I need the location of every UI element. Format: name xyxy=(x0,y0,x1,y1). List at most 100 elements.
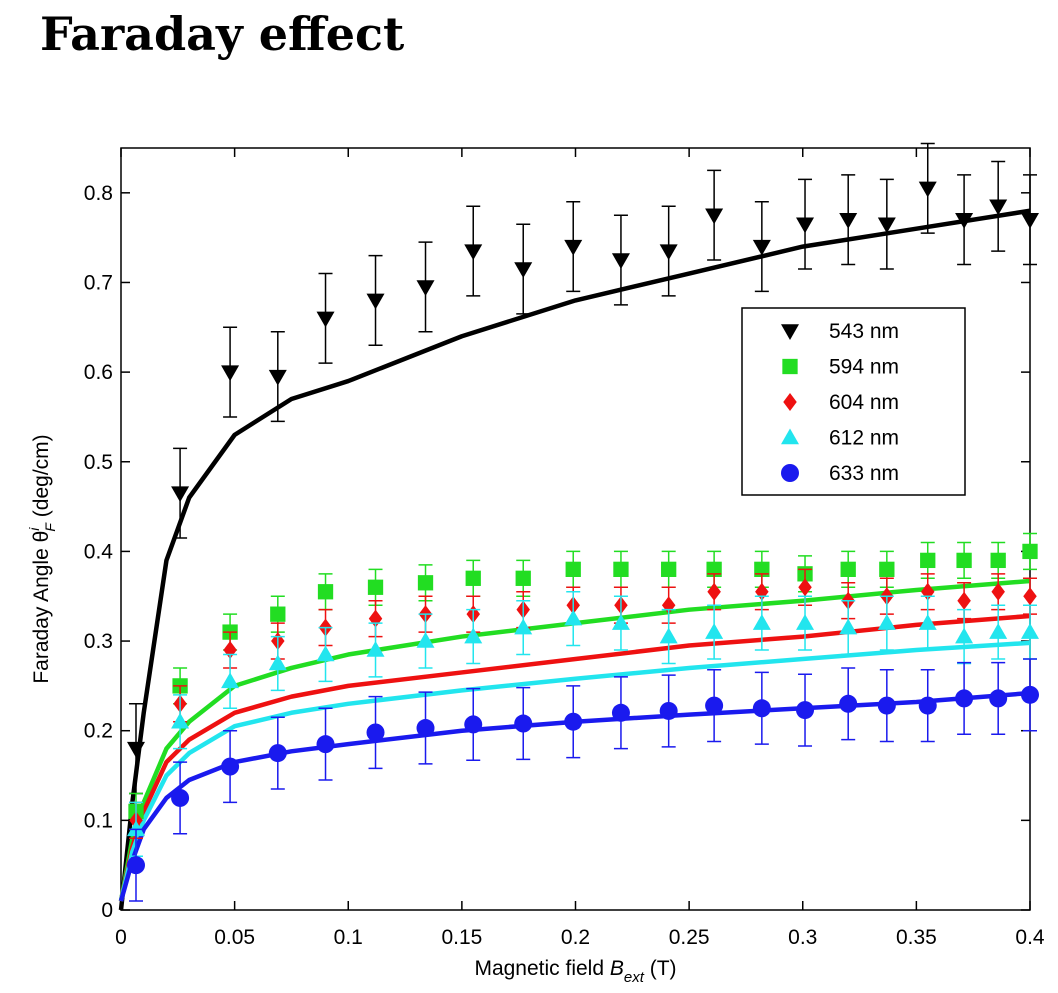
legend-marker xyxy=(781,324,799,340)
plot-frame xyxy=(120,147,1031,911)
legend-label: 543 nm xyxy=(829,320,899,343)
data-point xyxy=(464,244,483,261)
data-point xyxy=(316,735,335,754)
data-point xyxy=(796,614,815,630)
data-point xyxy=(416,632,435,648)
data-point xyxy=(990,552,1006,569)
x-tick-label: 0.3 xyxy=(788,926,817,949)
data-point xyxy=(659,627,678,644)
data-point xyxy=(316,645,335,662)
x-label-text: Magnetic field xyxy=(474,957,609,980)
data-point xyxy=(564,609,583,626)
chart-title: Faraday effect xyxy=(40,7,405,61)
x-tick-label: 0 xyxy=(115,926,127,949)
data-point xyxy=(918,696,937,715)
data-point xyxy=(268,369,287,386)
y-tick-label: 0.2 xyxy=(84,720,113,743)
data-point xyxy=(877,217,896,234)
legend-marker xyxy=(783,393,797,411)
y-tick-label: 0.1 xyxy=(84,809,113,832)
data-point xyxy=(465,570,481,586)
data-point xyxy=(416,719,435,738)
data-point xyxy=(957,591,971,610)
data-point xyxy=(366,293,385,310)
legend xyxy=(741,307,966,496)
data-point xyxy=(317,584,334,600)
data-point xyxy=(564,239,583,256)
y-tick-label: 0.6 xyxy=(84,361,113,384)
x-axis-label: Magnetic field Bext (T) xyxy=(474,957,676,986)
data-point xyxy=(1022,543,1038,560)
data-point xyxy=(366,641,385,657)
data-point xyxy=(918,614,937,630)
data-point xyxy=(877,696,896,715)
x-label-sub: ext xyxy=(624,969,645,986)
legend-marker xyxy=(781,464,799,482)
data-point xyxy=(918,181,937,198)
data-point xyxy=(956,552,972,569)
data-point xyxy=(920,552,936,569)
data-point xyxy=(705,208,724,225)
y-label-sup: i xyxy=(26,527,42,531)
data-point xyxy=(366,723,385,742)
data-point xyxy=(270,606,286,622)
y-axis-label: Faraday Angle θiF (deg/cm) xyxy=(26,434,58,683)
x-tick-label: 0.25 xyxy=(669,926,710,949)
data-point xyxy=(613,561,629,577)
fit-line xyxy=(118,613,1031,902)
data-point xyxy=(564,712,583,731)
y-tick-label: 0.8 xyxy=(84,182,113,205)
data-point xyxy=(126,820,145,837)
data-point xyxy=(796,701,815,720)
data-point xyxy=(464,715,483,734)
x-label-symbol: B xyxy=(610,957,624,980)
data-point xyxy=(417,575,434,591)
data-point xyxy=(316,311,335,328)
data-point xyxy=(955,627,974,644)
fit-line xyxy=(118,208,1031,911)
y-tick-label: 0 xyxy=(101,899,113,922)
y-tick-label: 0.3 xyxy=(84,630,113,653)
x-label-after: (T) xyxy=(644,957,677,980)
data-point xyxy=(798,578,812,597)
data-point xyxy=(989,623,1008,639)
data-point xyxy=(514,262,533,279)
data-point xyxy=(659,244,678,261)
data-point xyxy=(877,614,896,630)
data-point xyxy=(659,701,678,720)
data-point xyxy=(126,856,145,875)
data-point xyxy=(367,579,384,595)
data-point xyxy=(661,561,677,577)
data-point xyxy=(989,199,1008,216)
y-tick-label: 0.4 xyxy=(84,540,114,563)
data-point xyxy=(268,744,287,763)
y-label-text: Faraday Angle θ xyxy=(30,531,53,684)
data-point xyxy=(515,570,531,586)
data-point xyxy=(416,280,435,296)
data-point xyxy=(464,627,483,644)
y-tick-label: 0.7 xyxy=(84,271,113,294)
data-point xyxy=(752,699,771,718)
x-tick-label: 0.05 xyxy=(214,926,255,949)
data-point xyxy=(705,623,724,639)
data-point xyxy=(796,217,815,234)
legend-label: 604 nm xyxy=(829,391,899,414)
data-point xyxy=(514,618,533,635)
data-point xyxy=(126,741,145,758)
data-point xyxy=(221,672,240,689)
legend-label: 633 nm xyxy=(829,462,899,485)
x-tick-label: 0.1 xyxy=(334,926,363,949)
legend-label: 594 nm xyxy=(829,356,899,379)
data-point xyxy=(611,253,630,270)
x-tick-label: 0.2 xyxy=(561,926,590,949)
legend-label: 612 nm xyxy=(829,427,899,450)
data-point xyxy=(989,689,1008,708)
data-point xyxy=(171,486,190,503)
fit-line xyxy=(118,640,1031,902)
data-point xyxy=(839,694,858,713)
data-point xyxy=(268,654,287,671)
data-point xyxy=(705,696,724,715)
data-point xyxy=(565,561,581,577)
